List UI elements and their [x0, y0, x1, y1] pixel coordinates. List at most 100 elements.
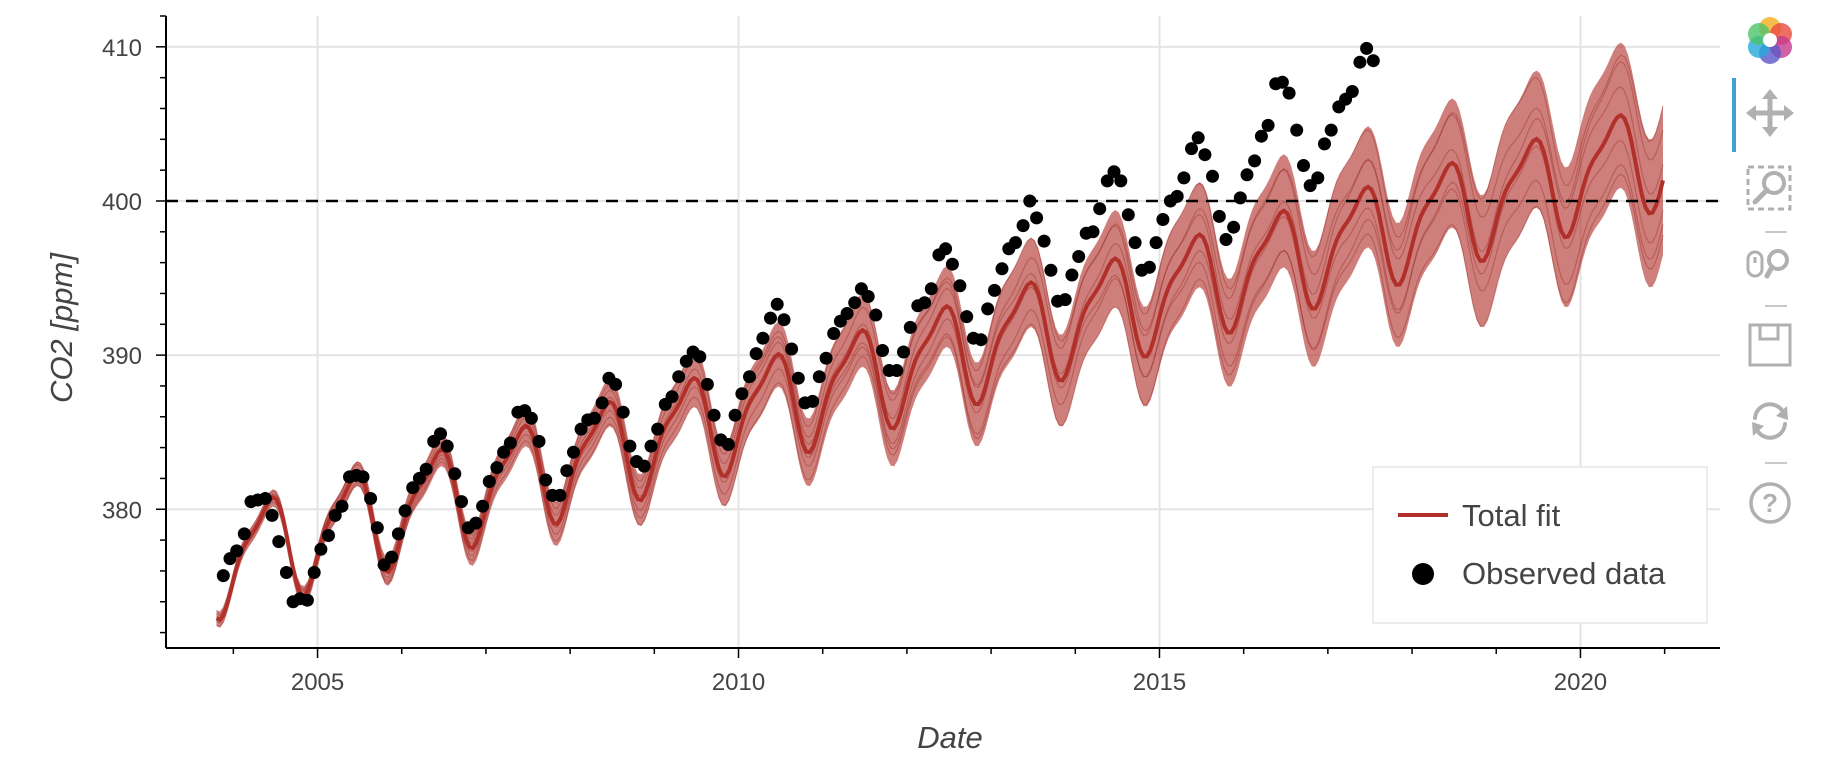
active-tool-indicator	[1732, 78, 1736, 152]
observed-point	[1248, 154, 1262, 168]
observed-point	[503, 436, 517, 450]
observed-point	[1324, 123, 1338, 137]
box-zoom-icon[interactable]	[1720, 164, 1820, 214]
observed-point	[693, 350, 707, 364]
observed-point	[553, 488, 567, 502]
observed-point	[637, 459, 651, 473]
observed-point	[1142, 260, 1156, 274]
observed-point	[609, 377, 623, 391]
co2-chart: 380 390 400 410 2005 2010 2015 2020 Date CO2 [p…	[44, 15, 1720, 755]
observed-point	[440, 439, 454, 453]
legend-box	[1372, 466, 1708, 624]
observed-point	[679, 354, 693, 368]
observed-point	[945, 257, 959, 271]
observed-point	[588, 411, 601, 425]
x-axis-label: Date	[917, 720, 982, 755]
observed-point	[1219, 233, 1233, 246]
observed-point	[651, 422, 665, 436]
observed-point	[1261, 118, 1275, 132]
observed-point	[230, 544, 244, 558]
observed-point	[406, 481, 420, 495]
x-tick-label: 2010	[712, 669, 765, 696]
observed-point	[1107, 165, 1121, 179]
observed-point	[476, 499, 490, 513]
observed-point	[1058, 293, 1072, 307]
observed-point	[988, 283, 1001, 297]
observed-point	[1198, 148, 1212, 162]
observed-point	[918, 296, 932, 310]
bokeh-logo-icon[interactable]	[1720, 12, 1820, 68]
observed-point	[567, 445, 580, 459]
observed-point	[1044, 263, 1058, 277]
wheel-zoom-icon[interactable]	[1720, 244, 1820, 284]
observed-point	[497, 445, 511, 459]
observed-point	[791, 371, 805, 385]
observed-point	[448, 467, 462, 481]
observed-point	[412, 471, 426, 485]
observed-point	[974, 333, 988, 347]
observed-point	[1233, 191, 1247, 205]
svg-text:?: ?	[1762, 488, 1778, 518]
observed-point	[1114, 174, 1128, 188]
observed-point	[279, 566, 293, 579]
save-icon[interactable]	[1720, 322, 1820, 368]
observed-point	[1227, 220, 1241, 234]
observed-point	[328, 508, 342, 522]
observed-point	[1170, 189, 1184, 203]
observed-point	[391, 527, 405, 541]
observed-point	[897, 345, 910, 359]
x-tick-label: 2015	[1133, 669, 1186, 696]
axes	[156, 15, 1720, 658]
observed-point	[1149, 236, 1163, 250]
fit-uncertainty-band	[216, 42, 1663, 628]
observed-point	[953, 279, 967, 293]
observed-point	[749, 347, 763, 361]
observed-point	[1072, 250, 1086, 263]
observed-point	[806, 394, 820, 408]
observed-point	[707, 408, 721, 422]
observed-point	[777, 313, 791, 327]
observed-point	[924, 282, 938, 296]
observed-point	[1345, 85, 1359, 98]
observed-point	[1353, 55, 1367, 69]
observed-point	[939, 242, 953, 256]
observed-point	[258, 492, 272, 505]
reset-icon[interactable]	[1720, 398, 1820, 444]
observed-point	[1297, 159, 1310, 172]
observed-point	[356, 470, 370, 484]
observed-point	[1240, 168, 1254, 182]
help-icon[interactable]: ?	[1720, 480, 1820, 526]
observed-point	[1177, 171, 1191, 185]
observed-point	[869, 308, 883, 322]
observed-point	[1128, 236, 1142, 250]
chart-toolbar: ?	[1720, 0, 1820, 766]
observed-point	[785, 342, 799, 356]
observed-point	[819, 351, 833, 365]
observed-point	[743, 370, 756, 384]
observed-point	[1037, 234, 1051, 248]
observed-point	[314, 542, 328, 556]
pan-icon[interactable]	[1720, 88, 1820, 138]
observed-point	[1023, 194, 1037, 208]
x-tick-label: 2020	[1554, 669, 1607, 696]
observed-point	[482, 475, 496, 488]
fit-sample-line	[216, 54, 1664, 613]
toolbar-separator	[1765, 462, 1787, 464]
observed-point	[385, 550, 399, 564]
observed-point	[840, 307, 854, 320]
observed-point	[827, 327, 841, 340]
observed-point	[1311, 171, 1325, 185]
observed-point	[1121, 208, 1135, 222]
observed-point	[1065, 268, 1079, 282]
observed-point	[434, 427, 447, 441]
observed-point	[469, 516, 483, 530]
observed-point	[735, 387, 749, 401]
observed-point	[623, 439, 637, 453]
observed-point	[756, 331, 770, 345]
observed-point	[1191, 131, 1205, 145]
y-tick-label: 380	[102, 497, 142, 524]
toolbar-separator	[1765, 231, 1787, 233]
observed-point	[1156, 213, 1170, 226]
observed-point	[1290, 123, 1304, 137]
observed-point	[721, 438, 735, 451]
